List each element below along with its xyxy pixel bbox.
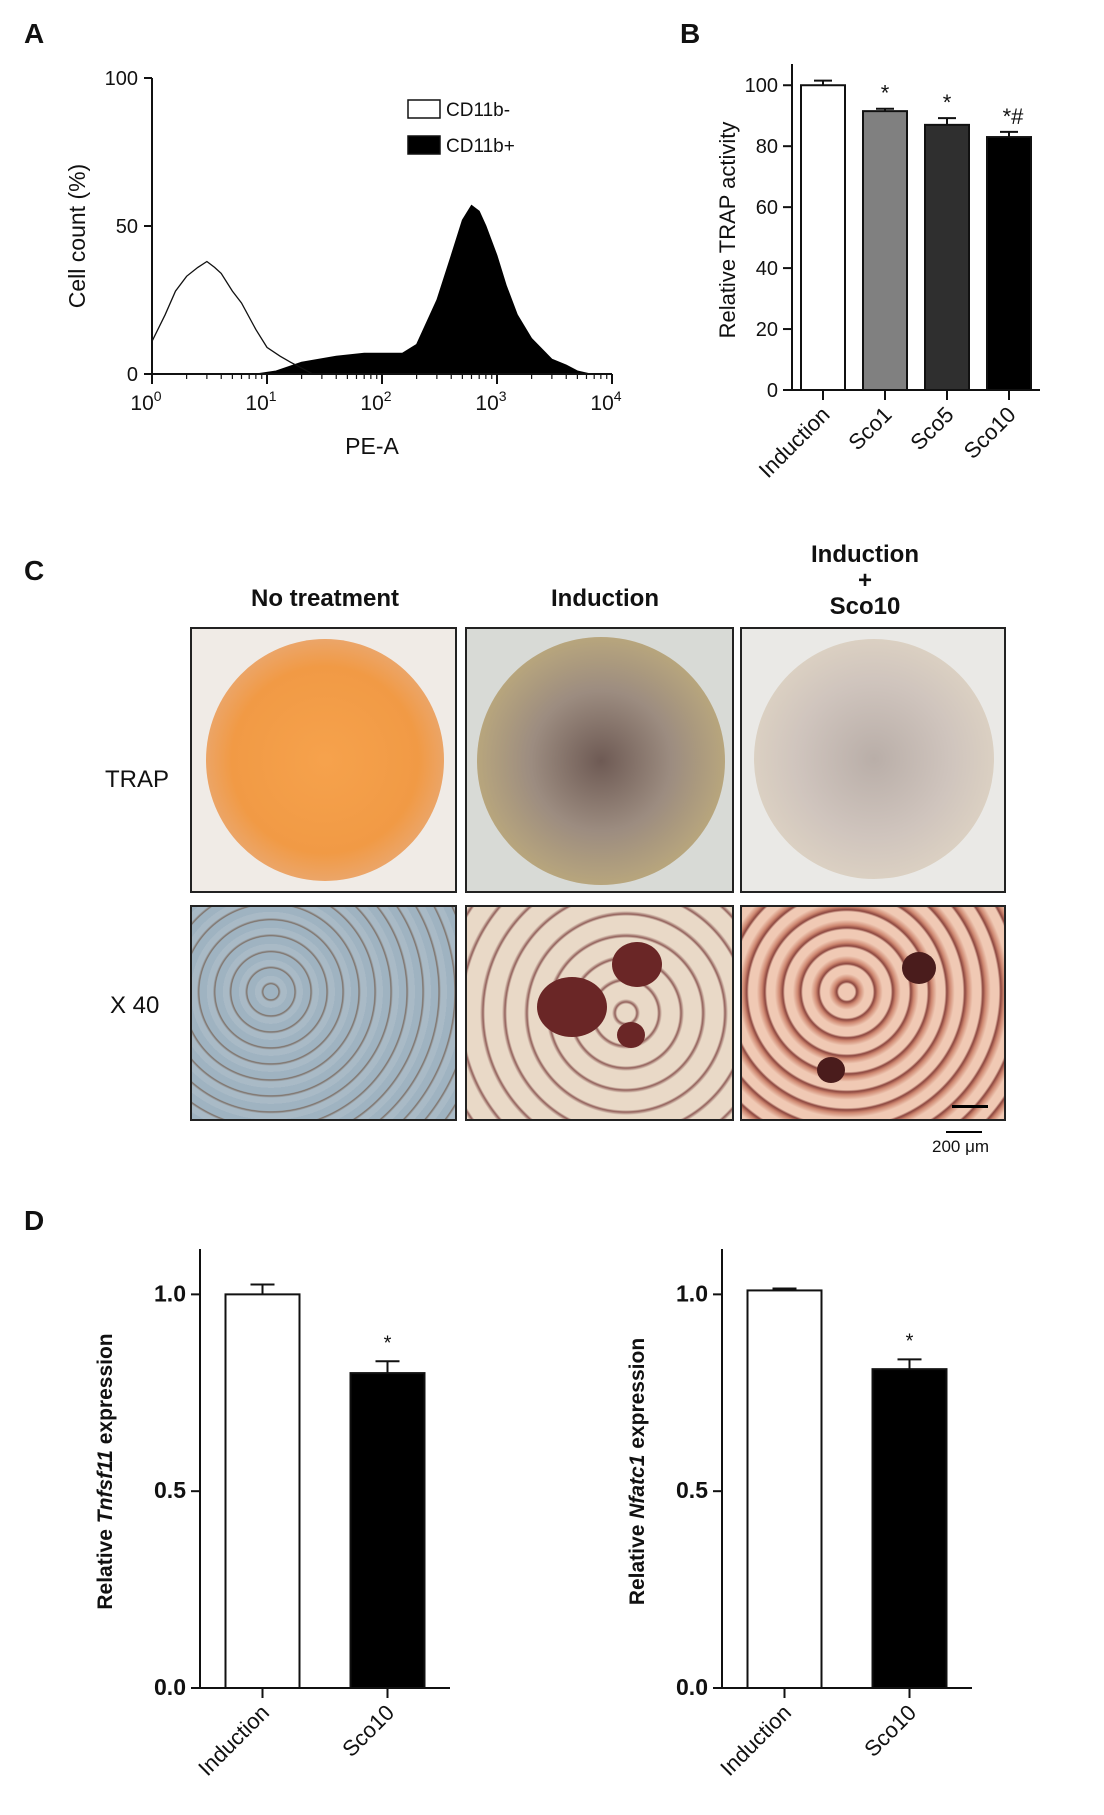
- scale-bar: [952, 1105, 988, 1108]
- panel-letter-b: B: [680, 18, 701, 49]
- bar-sco10: [871, 1368, 948, 1689]
- legend-swatch-0: [407, 99, 441, 119]
- panel-letter-d: D: [24, 1205, 45, 1236]
- well-photo-induction: [465, 627, 734, 893]
- x-tick-label: 102: [360, 388, 391, 415]
- well-photo-no-treatment: [190, 627, 457, 893]
- y-tick-label: 50: [116, 216, 138, 238]
- well-photo-induction-sco10: [740, 627, 1006, 893]
- column-title-induction-sco10: Induction + Sco10: [811, 541, 919, 620]
- significance-mark: *#: [1003, 104, 1025, 129]
- y-tick-label: 100: [745, 75, 778, 97]
- x-axis-label: PE-A: [345, 433, 399, 459]
- y-tick-label: 1.0: [676, 1280, 708, 1306]
- significance-mark: *: [881, 81, 890, 106]
- bar-induction: [224, 1293, 301, 1689]
- bar-sco5: [924, 123, 970, 391]
- bar-sco10: [349, 1372, 426, 1690]
- row-label-trap: TRAP: [105, 766, 170, 793]
- y-tick-label: 0.5: [154, 1477, 186, 1503]
- y-axis-label: Relative Nfatc1 expression: [626, 1338, 649, 1605]
- legend-swatch-1: [407, 135, 441, 155]
- scale-bar-label: 200 μm: [932, 1137, 990, 1156]
- y-axis-label: Relative Tnfsf11 expression: [94, 1333, 117, 1609]
- scale-bar-legend-line: [946, 1131, 982, 1133]
- bar-sco10: [986, 136, 1032, 391]
- column-title-no-treatment: No treatment: [250, 585, 400, 612]
- significance-mark: *: [906, 1330, 914, 1352]
- y-axis-label: Relative TRAP activity: [715, 122, 740, 339]
- micrograph-induction: [465, 905, 734, 1121]
- x-tick-label: 103: [475, 388, 506, 415]
- bar-sco1: [862, 110, 908, 392]
- y-tick-label: 1.0: [154, 1280, 186, 1306]
- bar-induction: [800, 84, 846, 391]
- y-tick-label: 80: [756, 136, 778, 158]
- significance-mark: *: [943, 90, 952, 115]
- panel-letter-c: C: [24, 555, 45, 586]
- legend-label-0: CD11b-: [446, 100, 510, 121]
- y-tick-label: 40: [756, 258, 778, 280]
- x-tick-label: 104: [590, 388, 621, 415]
- column-title-induction: Induction: [551, 585, 659, 612]
- y-tick-label: 100: [105, 68, 138, 90]
- micrograph-no-treatment: [190, 905, 457, 1121]
- legend-label-1: CD11b+: [446, 136, 515, 157]
- y-tick-label: 0: [767, 380, 778, 402]
- panel-letter-a: A: [24, 18, 45, 49]
- row-label-x40: X 40: [110, 992, 160, 1019]
- y-tick-label: 0.0: [676, 1674, 708, 1700]
- x-tick-label: 100: [130, 388, 161, 415]
- y-tick-label: 20: [756, 319, 778, 341]
- x-tick-label: Induction: [715, 1700, 796, 1781]
- micrograph-induction-sco10: [740, 905, 1006, 1121]
- bar-induction: [746, 1289, 823, 1689]
- significance-mark: *: [384, 1332, 392, 1354]
- y-axis-label: Cell count (%): [64, 164, 90, 308]
- histogram-series-1: [152, 204, 591, 375]
- y-tick-label: 0.5: [676, 1477, 708, 1503]
- histogram-series-0: [151, 260, 314, 375]
- y-tick-label: 0: [127, 364, 138, 386]
- x-tick-label: Sco10: [859, 1700, 921, 1762]
- y-tick-label: 60: [756, 197, 778, 219]
- x-tick-label: 101: [245, 388, 276, 415]
- y-tick-label: 0.0: [154, 1674, 186, 1700]
